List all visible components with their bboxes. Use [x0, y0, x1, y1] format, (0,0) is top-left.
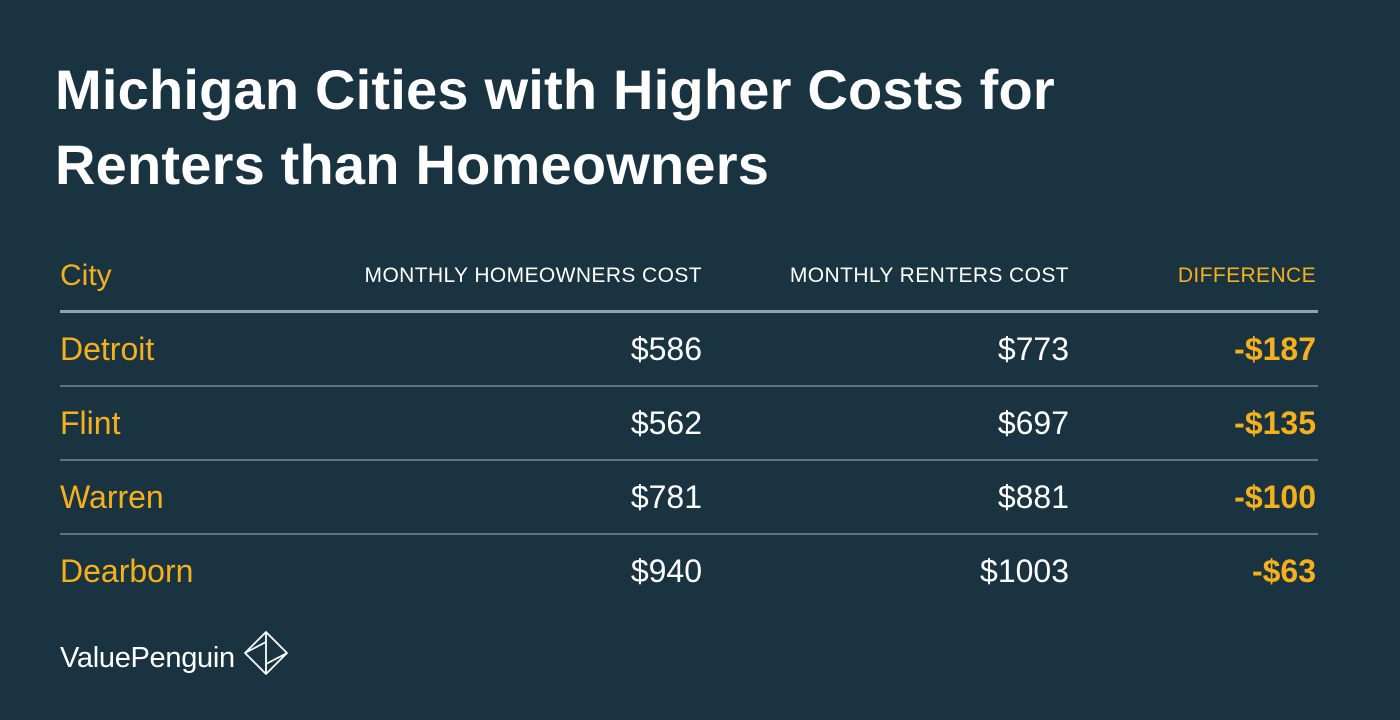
valuepenguin-logo-icon — [243, 631, 288, 675]
chart-title-line-2: Renters than Homeowners — [55, 133, 770, 196]
cost-table: City MONTHLY HOMEOWNERS COST MONTHLY REN… — [60, 250, 1318, 607]
cell-homeowners-cost: $940 — [630, 553, 702, 589]
table-row: Detroit $586 $773 -$187 — [60, 313, 1318, 387]
cell-difference: -$135 — [1234, 405, 1316, 441]
cell-city: Detroit — [60, 331, 155, 367]
table-row: Warren $781 $881 -$100 — [60, 461, 1318, 535]
cell-renters-cost: $697 — [997, 405, 1069, 441]
cell-difference: -$187 — [1234, 331, 1316, 367]
brand-name: ValuePenguin — [60, 641, 235, 674]
brand-footer: ValuePenguin — [60, 628, 289, 688]
chart-title: Michigan Cities with Higher Costs for Re… — [55, 52, 1335, 202]
cell-city: Dearborn — [60, 553, 194, 589]
table-row: Flint $562 $697 -$135 — [60, 387, 1318, 461]
header-renters-cost: MONTHLY RENTERS COST — [789, 264, 1069, 287]
cell-renters-cost: $773 — [997, 331, 1069, 367]
header-homeowners-cost: MONTHLY HOMEOWNERS COST — [364, 264, 702, 287]
cell-difference: -$63 — [1251, 553, 1316, 589]
cell-homeowners-cost: $562 — [630, 405, 702, 441]
chart-title-line-1: Michigan Cities with Higher Costs for — [55, 58, 1055, 121]
cell-renters-cost: $1003 — [980, 553, 1069, 589]
table-header: City MONTHLY HOMEOWNERS COST MONTHLY REN… — [60, 250, 1318, 313]
cell-difference: -$100 — [1234, 479, 1316, 515]
cell-homeowners-cost: $781 — [630, 479, 702, 515]
header-city: City — [60, 259, 112, 292]
table-row: Dearborn $940 $1003 -$63 — [60, 535, 1318, 607]
cell-homeowners-cost: $586 — [630, 331, 702, 367]
header-difference: DIFFERENCE — [1177, 264, 1316, 287]
cell-city: Flint — [60, 405, 121, 441]
cell-renters-cost: $881 — [997, 479, 1069, 515]
cell-city: Warren — [60, 479, 164, 515]
